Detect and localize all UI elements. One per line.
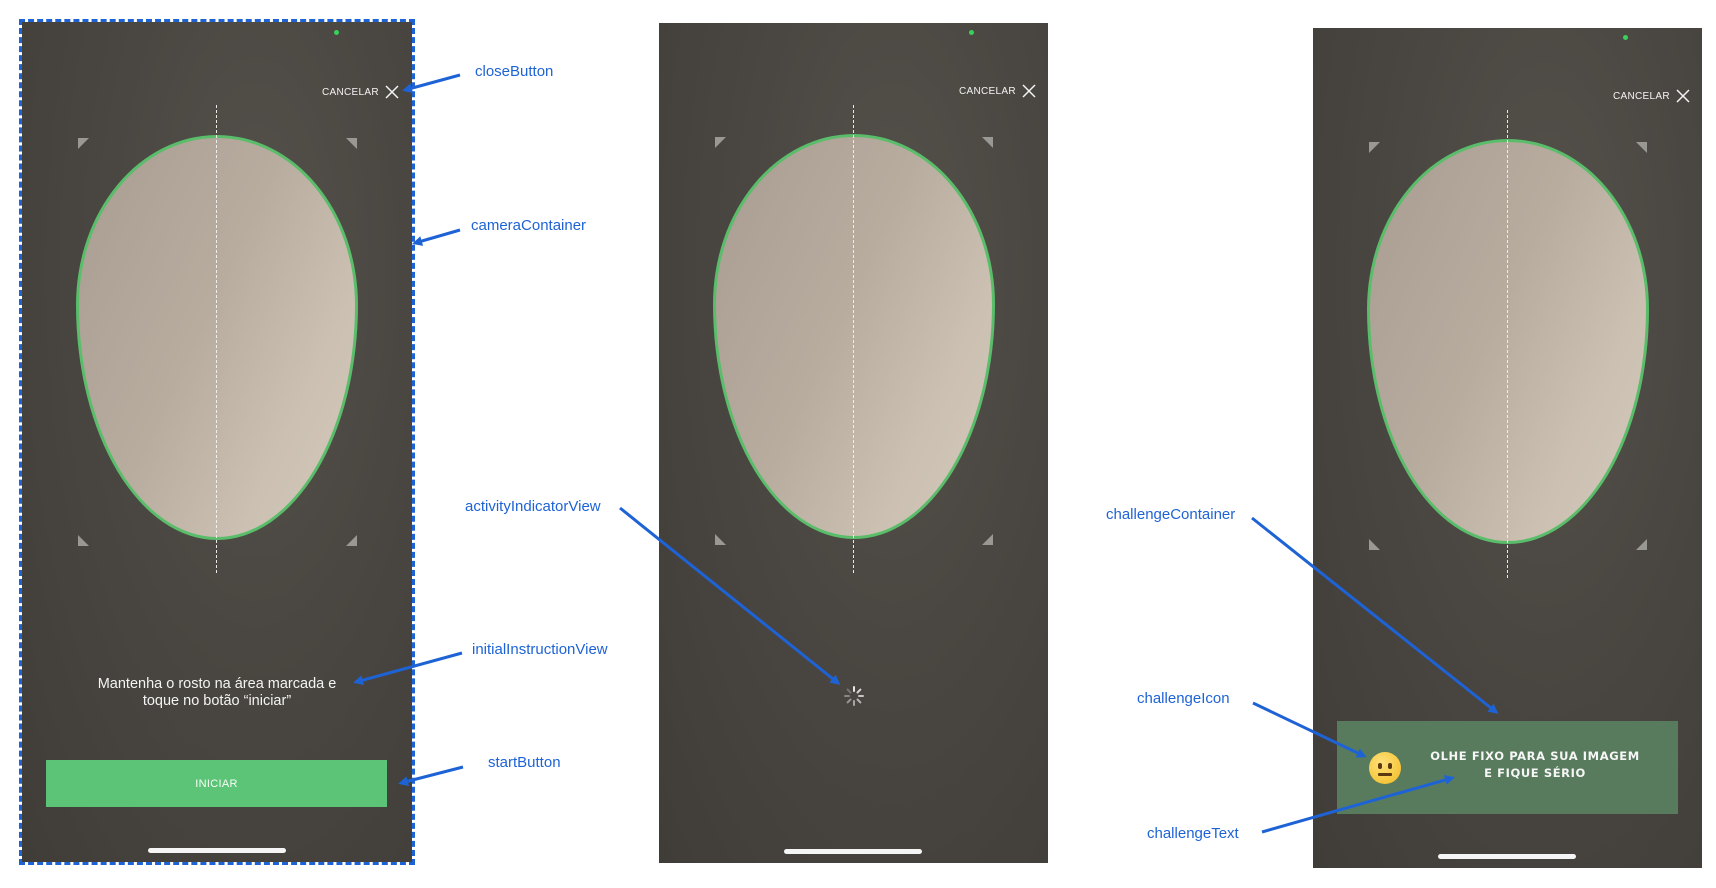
home-indicator[interactable] <box>148 848 286 853</box>
camera-container-loading: CANCELAR <box>659 23 1048 863</box>
camera-container: CANCELAR Mantenha o rosto na área marcad… <box>19 19 415 865</box>
center-guide-line <box>1507 110 1508 578</box>
frame-corner-bottom-right <box>982 534 993 545</box>
frame-corner-bottom-right <box>1636 539 1647 550</box>
frame-corner-top-right <box>1636 142 1647 153</box>
home-indicator[interactable] <box>1438 854 1576 859</box>
center-guide-line <box>853 105 854 573</box>
frame-corner-top-left <box>1369 142 1380 153</box>
annotation-activity-indicator-view: activityIndicatorView <box>465 498 601 515</box>
close-button[interactable]: CANCELAR <box>322 85 399 99</box>
frame-corner-top-right <box>346 138 357 149</box>
arrow-close-button <box>402 73 461 93</box>
close-icon <box>385 85 399 99</box>
annotation-start-button: startButton <box>488 754 561 771</box>
frame-corner-bottom-left <box>1369 539 1380 550</box>
frame-corner-top-right <box>982 137 993 148</box>
annotation-challenge-container: challengeContainer <box>1106 506 1236 523</box>
close-button[interactable]: CANCELAR <box>959 84 1036 98</box>
camera-indicator-dot <box>1623 35 1628 40</box>
start-button[interactable]: INICIAR <box>46 760 387 807</box>
icon-eye-right <box>1388 763 1392 769</box>
annotation-initial-instruction-view: initialInstructionView <box>472 641 608 658</box>
frame-corner-bottom-left <box>715 534 726 545</box>
camera-indicator-dot <box>334 30 339 35</box>
close-icon <box>1676 89 1690 103</box>
close-button[interactable]: CANCELAR <box>1613 89 1690 103</box>
face-oval-guide <box>76 135 358 540</box>
center-guide-line <box>216 105 217 573</box>
camera-container-challenge: CANCELAR OLHE FIXO PARA SUA IMAGEM E FIQ… <box>1313 28 1702 868</box>
close-button-label: CANCELAR <box>322 86 379 98</box>
icon-mouth <box>1378 773 1392 776</box>
challenge-text: OLHE FIXO PARA SUA IMAGEM E FIQUE SÉRIO <box>1430 749 1640 780</box>
home-indicator[interactable] <box>784 849 922 854</box>
frame-corner-bottom-left <box>78 535 89 546</box>
frame-corner-bottom-right <box>346 535 357 546</box>
face-oval-guide <box>1367 139 1649 544</box>
challenge-container: OLHE FIXO PARA SUA IMAGEM E FIQUE SÉRIO <box>1337 721 1678 814</box>
camera-indicator-dot <box>969 30 974 35</box>
neutral-face-icon <box>1369 752 1401 784</box>
initial-instruction-view: Mantenha o rosto na área marcada e toque… <box>97 676 337 709</box>
activity-indicator-view <box>844 686 864 706</box>
icon-eye-left <box>1378 763 1382 769</box>
annotation-close-button: closeButton <box>475 63 554 80</box>
close-button-label: CANCELAR <box>959 85 1016 97</box>
annotation-camera-container: cameraContainer <box>471 217 587 234</box>
arrow-camera-container <box>412 228 461 246</box>
frame-corner-top-left <box>78 138 89 149</box>
close-button-label: CANCELAR <box>1613 90 1670 102</box>
close-icon <box>1022 84 1036 98</box>
frame-corner-top-left <box>715 137 726 148</box>
face-oval-guide <box>713 134 995 539</box>
annotation-challenge-icon: challengeIcon <box>1137 690 1230 707</box>
annotation-challenge-text: challengeText <box>1147 825 1239 842</box>
